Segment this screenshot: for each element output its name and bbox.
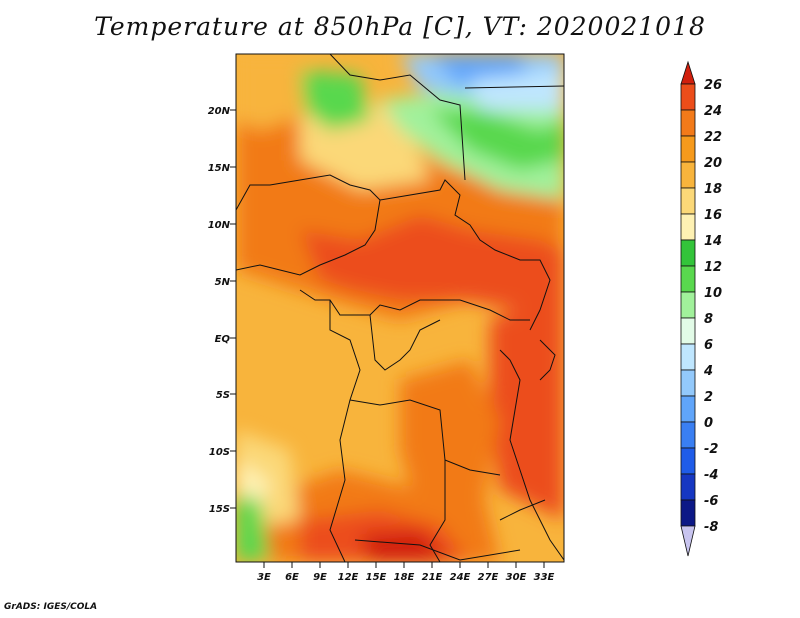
congo-border xyxy=(369,314,441,371)
colorbar-segment xyxy=(680,213,696,241)
colorbar-segment xyxy=(680,317,696,345)
lat-label: 5S xyxy=(216,390,230,401)
colorbar-segment xyxy=(680,369,696,397)
map-title: Temperature at 850hPa [C], VT: 202002101… xyxy=(94,12,706,41)
grads-credit: GrADS: IGES/COLA xyxy=(4,602,98,612)
lon-label: 6E xyxy=(285,572,299,583)
colorbar-label: 0 xyxy=(704,416,713,431)
chad-sudan-border xyxy=(379,179,551,331)
lon-label: 27E xyxy=(478,572,499,583)
country-borders xyxy=(236,54,564,562)
colorbar-segment xyxy=(680,109,696,137)
zambia-border xyxy=(429,460,446,562)
green-northwest xyxy=(300,70,370,130)
lat-label: 15S xyxy=(209,504,230,515)
east-lakes-border xyxy=(499,349,564,561)
libya-border xyxy=(329,54,466,181)
colorbar-segment xyxy=(680,499,696,527)
colorbar-bottom-arrow xyxy=(680,525,696,557)
angola-drc-border xyxy=(349,399,501,476)
colorbar-label: -6 xyxy=(704,494,718,509)
colorbar-label: -8 xyxy=(704,520,718,535)
dark-red-south xyxy=(360,530,450,562)
lat-label: 10N xyxy=(208,220,231,231)
egypt-border xyxy=(464,85,564,89)
colorbar-label: 4 xyxy=(703,364,713,379)
lon-ticks xyxy=(263,562,545,568)
lake-victoria xyxy=(539,339,556,381)
lon-label: 3E xyxy=(257,572,271,583)
lat-label: 15N xyxy=(208,163,231,174)
colorbar-label: 14 xyxy=(704,234,722,249)
pale-blue-northeast xyxy=(470,70,564,110)
lon-label: 12E xyxy=(338,572,359,583)
colorbar-label: 18 xyxy=(704,182,722,197)
lon-label: 9E xyxy=(313,572,327,583)
colorbar-segment xyxy=(680,161,696,189)
colorbar xyxy=(680,60,696,557)
temperature-field xyxy=(236,54,564,562)
colorbar-segment xyxy=(680,135,696,163)
lat-label: 5N xyxy=(215,277,231,288)
colorbar-segment xyxy=(680,239,696,267)
red-band xyxy=(300,215,564,310)
lon-label: 24E xyxy=(450,572,471,583)
colorbar-segment xyxy=(680,447,696,475)
colorbar-label: -4 xyxy=(704,468,718,483)
colorbar-label: 24 xyxy=(704,104,722,119)
lon-label: 21E xyxy=(422,572,443,583)
map-frame xyxy=(235,53,565,563)
colorbar-label: 16 xyxy=(704,208,722,223)
lat-labels: 20N 15N 10N 5N EQ 5S 10S 15S xyxy=(208,106,231,515)
colorbar-label: 8 xyxy=(704,312,713,327)
colorbar-segment xyxy=(680,291,696,319)
lon-label: 15E xyxy=(366,572,387,583)
colorbar-segment xyxy=(680,187,696,215)
central-africa-border xyxy=(299,289,530,321)
green-north xyxy=(430,110,564,170)
red-east-africa xyxy=(490,290,564,520)
zambia-zim-border xyxy=(499,499,546,521)
colorbar-segment xyxy=(680,473,696,501)
colorbar-label: 6 xyxy=(704,338,713,353)
namibia-botswana-border xyxy=(354,539,521,561)
colorbar-label: 12 xyxy=(704,260,722,275)
lat-ticks xyxy=(230,109,236,509)
lat-label: 20N xyxy=(208,106,231,117)
colorbar-segment xyxy=(680,395,696,423)
green-southwest xyxy=(236,495,270,562)
lat-label: EQ xyxy=(215,334,231,345)
colorbar-label: 22 xyxy=(704,130,722,145)
colorbar-label: -2 xyxy=(704,442,718,457)
colorbar-labels: 26 24 22 20 18 16 14 12 10 8 6 4 2 0 -2 … xyxy=(703,78,722,535)
colorbar-segment xyxy=(680,265,696,293)
west-africa-coast xyxy=(236,174,381,276)
colorbar-segment xyxy=(680,83,696,111)
northwest-field xyxy=(236,54,320,130)
lat-label: 10S xyxy=(209,447,230,458)
orange-central-east xyxy=(400,360,500,520)
colorbar-label: 20 xyxy=(704,156,722,171)
colorbar-label: 26 xyxy=(704,78,722,93)
lon-labels: 3E 6E 9E 12E 15E 18E 21E 24E 27E 30E 33E xyxy=(257,572,554,583)
lon-label: 18E xyxy=(394,572,415,583)
colorbar-segment xyxy=(680,343,696,371)
colorbar-top-arrow xyxy=(680,60,696,85)
colorbar-label: 10 xyxy=(704,286,722,301)
lon-label: 33E xyxy=(534,572,555,583)
colorbar-label: 2 xyxy=(704,390,713,405)
colorbar-segment xyxy=(680,421,696,449)
lon-label: 30E xyxy=(506,572,527,583)
